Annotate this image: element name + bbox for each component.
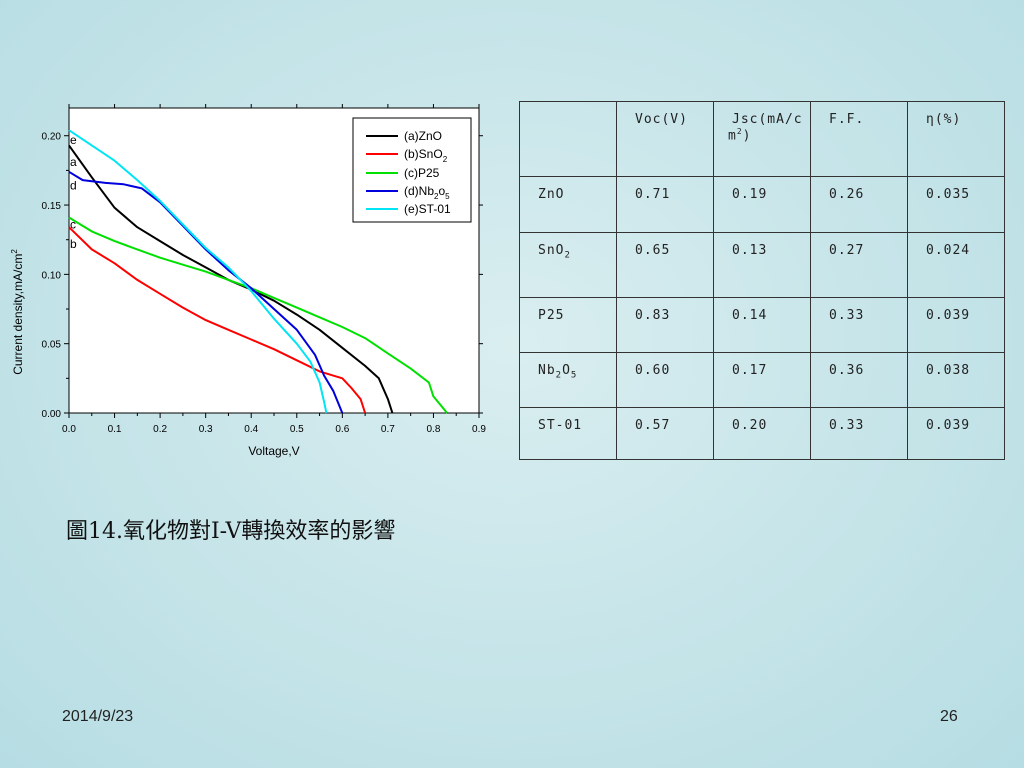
x-tick-label: 0.1 — [108, 424, 122, 435]
x-tick-label: 0.8 — [426, 424, 440, 435]
row-material: Nb2O5 — [519, 352, 617, 408]
row-jsc: 0.13 — [713, 232, 811, 298]
header-blank — [519, 101, 617, 177]
x-tick-label: 0.9 — [472, 424, 486, 435]
results-table: Voc(V) Jsc(mA/c m2) F.F. η(%) ZnO 0.71 0.… — [519, 101, 1005, 460]
curve-tag-c: c — [70, 217, 76, 231]
row-ff: 0.33 — [810, 297, 908, 353]
row-eta: 0.039 — [907, 297, 1005, 353]
row-ff: 0.33 — [810, 407, 908, 460]
legend-label-d: (d)Nb2o5 — [404, 184, 450, 201]
row-jsc: 0.20 — [713, 407, 811, 460]
row-voc: 0.83 — [616, 297, 714, 353]
chart-legend: (a)ZnO (b)SnO2 (c)P25 (d)Nb2o5 (e)ST-01 — [352, 117, 472, 223]
header-jsc: Jsc(mA/c m2) — [713, 101, 811, 177]
y-tick-label: 0.00 — [42, 409, 62, 420]
header-voc: Voc(V) — [616, 101, 714, 177]
curve-tag-e: e — [70, 133, 77, 147]
legend-label-b: (b)SnO2 — [404, 147, 448, 164]
row-voc: 0.57 — [616, 407, 714, 460]
legend-label-c: (c)P25 — [404, 166, 440, 180]
row-eta: 0.035 — [907, 176, 1005, 233]
y-axis-title: Current density,mA/cm2 — [10, 249, 25, 375]
x-tick-label: 0.4 — [244, 424, 258, 435]
curve-tags: ead cb — [70, 133, 77, 251]
page-number: 26 — [940, 708, 958, 725]
header-eta: η(%) — [907, 101, 1005, 177]
table-row: Nb2O5 0.60 0.17 0.36 0.038 — [519, 352, 1005, 408]
curve-tag-b: b — [70, 237, 77, 251]
row-voc: 0.60 — [616, 352, 714, 408]
x-tick-label: 0.0 — [62, 424, 76, 435]
row-eta: 0.024 — [907, 232, 1005, 298]
results-table-wrap: Voc(V) Jsc(mA/c m2) F.F. η(%) ZnO 0.71 0.… — [519, 101, 1005, 460]
series-st01-line — [68, 129, 328, 414]
table-header-row: Voc(V) Jsc(mA/c m2) F.F. η(%) — [519, 101, 1005, 177]
row-material: ZnO — [519, 176, 617, 233]
row-voc: 0.65 — [616, 232, 714, 298]
series-nb2o5-line — [68, 170, 344, 414]
x-tick-label: 0.3 — [199, 424, 213, 435]
figure-caption: 圖14.氧化物對I-V轉換效率的影響 — [66, 519, 396, 544]
legend-label-a: (a)ZnO — [404, 129, 442, 143]
row-eta: 0.039 — [907, 407, 1005, 460]
row-ff: 0.26 — [810, 176, 908, 233]
series-p25-line — [68, 216, 448, 414]
curve-tag-d: d — [70, 179, 77, 193]
row-material: ST-01 — [519, 407, 617, 460]
header-ff: F.F. — [810, 101, 908, 177]
table-row: P25 0.83 0.14 0.33 0.039 — [519, 297, 1005, 353]
table-row: SnO2 0.65 0.13 0.27 0.024 — [519, 232, 1005, 298]
y-tick-label: 0.15 — [42, 201, 62, 212]
row-voc: 0.71 — [616, 176, 714, 233]
row-jsc: 0.19 — [713, 176, 811, 233]
legend-label-e: (e)ST-01 — [404, 202, 451, 216]
x-tick-label: 0.6 — [335, 424, 349, 435]
row-jsc: 0.17 — [713, 352, 811, 408]
row-eta: 0.038 — [907, 352, 1005, 408]
table-row: ZnO 0.71 0.19 0.26 0.035 — [519, 176, 1005, 233]
chart-series — [68, 129, 448, 414]
row-jsc: 0.14 — [713, 297, 811, 353]
row-ff: 0.27 — [810, 232, 908, 298]
row-material: P25 — [519, 297, 617, 353]
table-row: ST-01 0.57 0.20 0.33 0.039 — [519, 407, 1005, 460]
x-tick-label: 0.5 — [290, 424, 304, 435]
footer-date: 2014/9/23 — [62, 708, 134, 725]
iv-chart: 0.0 0.1 0.2 0.3 0.4 0.5 0.6 0.7 0.8 0.9 0.00 0.05 0.… — [10, 104, 486, 458]
curve-tag-a: a — [70, 155, 77, 169]
x-tick-label: 0.2 — [153, 424, 167, 435]
y-tick-label: 0.05 — [42, 340, 62, 351]
x-axis-title: Voltage,V — [248, 444, 299, 458]
row-ff: 0.36 — [810, 352, 908, 408]
y-tick-label: 0.20 — [42, 132, 62, 143]
y-tick-label: 0.10 — [42, 270, 62, 281]
row-material: SnO2 — [519, 232, 617, 298]
x-tick-label: 0.7 — [381, 424, 395, 435]
series-sno2-line — [68, 226, 367, 414]
